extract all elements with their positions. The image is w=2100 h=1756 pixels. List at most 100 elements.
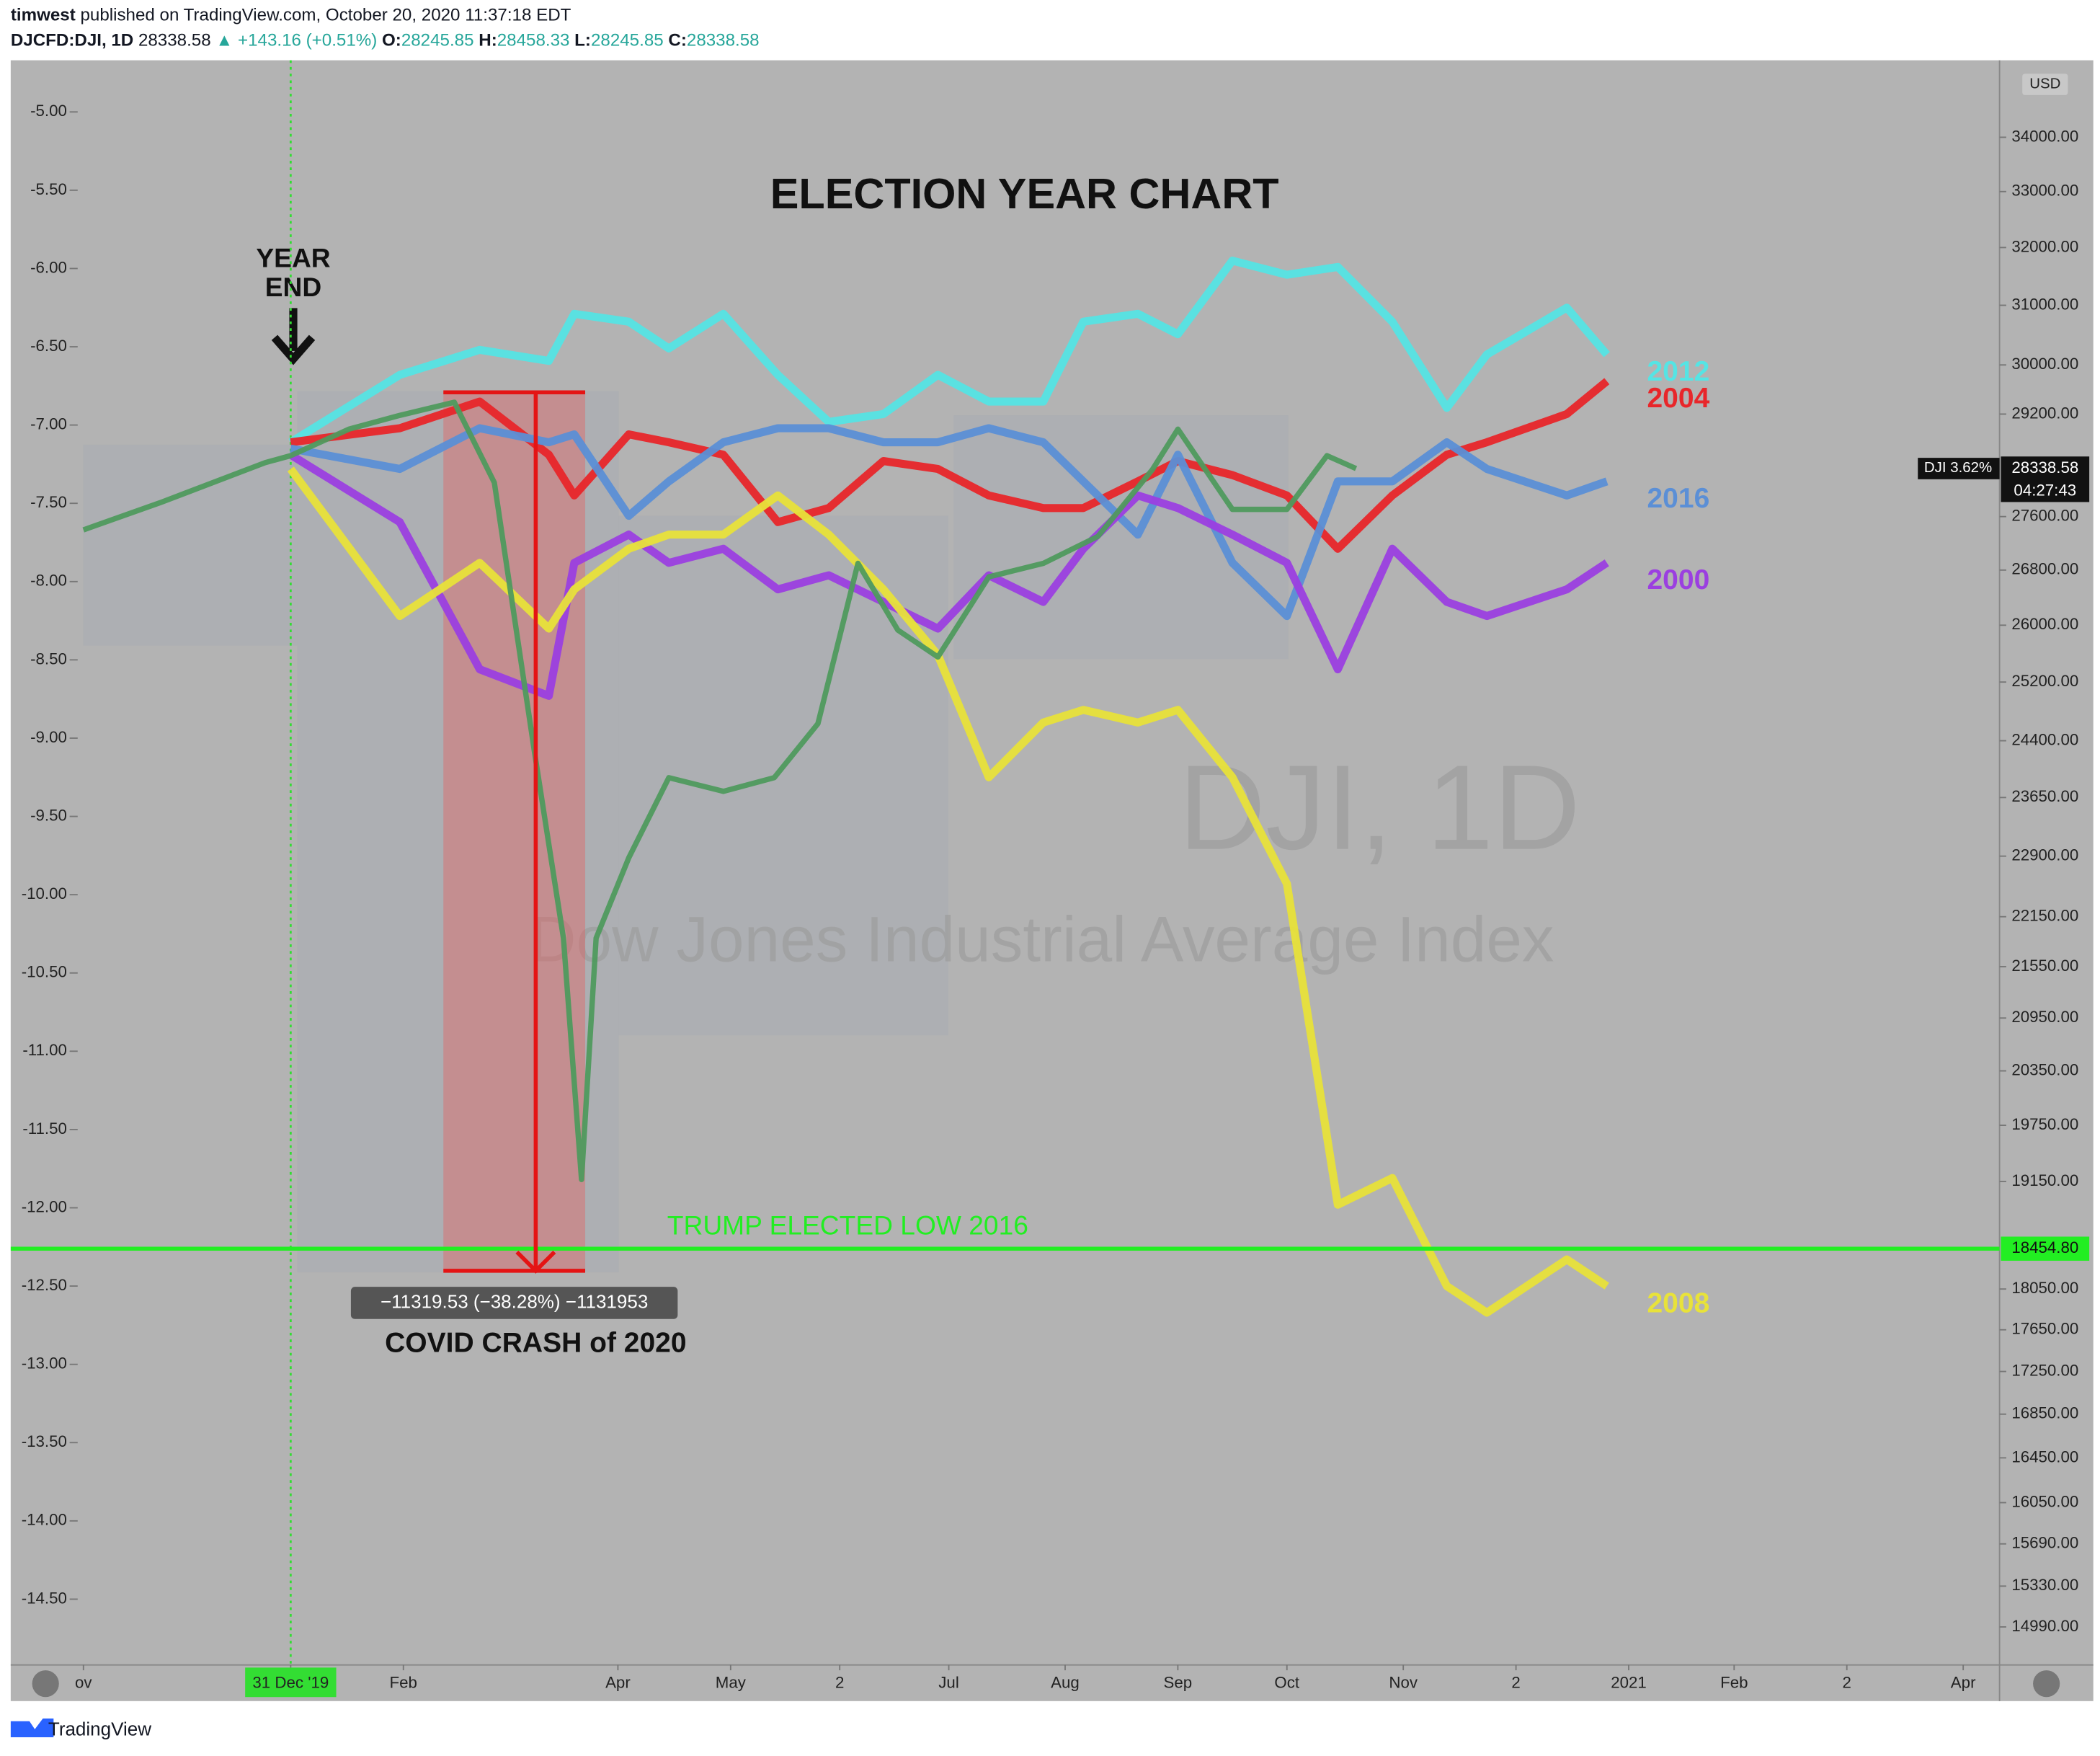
- x-tick-highlight: [245, 1667, 337, 1698]
- x-tick-label: Feb: [1720, 1674, 1748, 1692]
- y2-tick-label: 26000.00: [2011, 615, 2078, 633]
- y-tick-label: -13.00: [22, 1354, 67, 1373]
- ohlc-key: O:: [382, 31, 401, 50]
- y2-tick-label: 20950.00: [2011, 1008, 2078, 1026]
- y-tick-label: -9.00: [30, 728, 67, 746]
- series-name: DJI: [1924, 459, 1946, 476]
- y-tick-label: -11.00: [22, 1041, 67, 1059]
- y2-tick-label: 21550.00: [2011, 957, 2078, 975]
- level-price: 18454.80: [2011, 1238, 2078, 1256]
- last-pct: 3.62%: [1950, 459, 1992, 476]
- currency: USD: [2029, 75, 2060, 92]
- author: timwest: [11, 6, 76, 25]
- y-tick-label: -7.50: [30, 493, 67, 511]
- x-tick-label: 2: [1843, 1674, 1851, 1692]
- y2-tick-label: 25200.00: [2011, 672, 2078, 690]
- y-tick-label: -10.50: [22, 963, 67, 981]
- series-line: [290, 378, 1610, 553]
- watermark: DJI, 1D: [1178, 741, 1580, 875]
- x-tick-label: 31 Dec '19: [252, 1674, 329, 1692]
- range-box: [83, 444, 298, 646]
- measure-box: [443, 392, 586, 1271]
- x-tick-label: Nov: [1389, 1674, 1418, 1692]
- footer-brand: TradingView: [48, 1719, 151, 1740]
- series-line: [290, 424, 1609, 621]
- last-name-box: [1918, 458, 2000, 479]
- y-tick-label: -8.50: [30, 649, 67, 668]
- x-tick-label: 2: [835, 1674, 844, 1692]
- timer: 04:27:43: [2014, 481, 2076, 499]
- legend-label: 2016: [1647, 483, 1709, 514]
- y2-tick-label: 23650.00: [2011, 787, 2078, 805]
- series-line: [287, 466, 1609, 1317]
- measure-label: −11319.53 (−38.28%) −1131953: [381, 1290, 648, 1312]
- chart-title: ELECTION YEAR CHART: [770, 169, 1279, 218]
- x-tick-label: Apr: [605, 1674, 631, 1692]
- series-line: [82, 399, 1358, 1182]
- annotation: END: [265, 272, 321, 302]
- y-tick-label: -12.00: [22, 1197, 67, 1215]
- y2-tick-label: 19750.00: [2011, 1115, 2078, 1133]
- annotation: YEAR: [256, 242, 330, 272]
- change: ▲ +143.16 (+0.51%): [215, 31, 377, 50]
- y-tick-label: -6.50: [30, 337, 67, 355]
- y2-tick-label: 30000.00: [2011, 355, 2078, 373]
- y2-tick-label: 20350.00: [2011, 1060, 2078, 1078]
- ohlc-value: 28245.85: [591, 31, 664, 50]
- symbol-line: DJCFD:DJI, 1D 28338.58 ▲ +143.16 (+0.51%…: [11, 31, 760, 50]
- level-price-box: [2001, 1236, 2090, 1261]
- y2-tick-label: 29200.00: [2011, 404, 2078, 422]
- y2-tick-label: 24400.00: [2011, 730, 2078, 748]
- ohlc-value: 28338.58: [687, 31, 760, 50]
- x-tick-label: Feb: [390, 1674, 417, 1692]
- y2-tick-label: 19150.00: [2011, 1171, 2078, 1189]
- symbol: DJCFD:DJI, 1D: [11, 31, 133, 50]
- measure-arrow: [515, 392, 556, 1274]
- ohlc-key: L:: [574, 31, 591, 50]
- x-tick-label: May: [716, 1674, 747, 1692]
- y2-tick-label: 27600.00: [2011, 507, 2078, 525]
- y2-tick-label: 15690.00: [2011, 1534, 2078, 1552]
- x-tick-label: Aug: [1051, 1674, 1080, 1692]
- currency-box[interactable]: [2022, 74, 2068, 95]
- legend-label: 2004: [1647, 383, 1709, 414]
- y-tick-label: -9.50: [30, 806, 67, 824]
- y2-tick-label: 14990.00: [2011, 1617, 2078, 1635]
- y2-tick-label: 22150.00: [2011, 907, 2078, 925]
- y2-tick-label: 17650.00: [2011, 1320, 2078, 1338]
- y-tick-label: -5.50: [30, 180, 67, 198]
- x-tick-label: Apr: [1951, 1674, 1976, 1692]
- y-tick-label: -8.00: [30, 572, 67, 590]
- ohlc-value: 28458.33: [497, 31, 570, 50]
- ohlc-value: 28245.85: [401, 31, 474, 50]
- legend-label: 2008: [1647, 1287, 1709, 1318]
- series-line: [288, 257, 1610, 446]
- y-tick-label: -5.00: [30, 102, 67, 120]
- watermark: Dow Jones Industrial Average Index: [530, 903, 1554, 975]
- y2-tick-label: 18050.00: [2011, 1279, 2078, 1297]
- last-name: DJI 3.62%: [1924, 459, 1992, 476]
- y2-tick-label: 22900.00: [2011, 846, 2078, 864]
- y2-tick-label: 16850.00: [2011, 1404, 2078, 1422]
- nav-button[interactable]: [32, 1670, 59, 1698]
- last-price: 28338.58: [2011, 458, 2078, 476]
- ohlc-key: H:: [479, 31, 497, 50]
- x-tick-label: Oct: [1274, 1674, 1299, 1692]
- nav-button[interactable]: [2033, 1670, 2060, 1698]
- y2-tick-label: 17250.00: [2011, 1361, 2078, 1379]
- published: published on TradingView.com, October 20…: [80, 6, 571, 25]
- y2-tick-label: 26800.00: [2011, 560, 2078, 578]
- x-tick-label: Sep: [1164, 1674, 1193, 1692]
- y2-tick-label: 16450.00: [2011, 1447, 2078, 1465]
- price-box: [2001, 456, 2090, 502]
- y-tick-label: -12.50: [22, 1276, 67, 1294]
- y2-tick-label: 16050.00: [2011, 1492, 2078, 1510]
- price: 28338.58: [138, 31, 211, 50]
- y-tick-label: -7.00: [30, 415, 67, 433]
- y2-tick-label: 33000.00: [2011, 182, 2078, 200]
- y2-tick-label: 34000.00: [2011, 127, 2078, 145]
- y-tick-label: -14.00: [22, 1511, 67, 1529]
- x-tick-label: 2: [1511, 1674, 1520, 1692]
